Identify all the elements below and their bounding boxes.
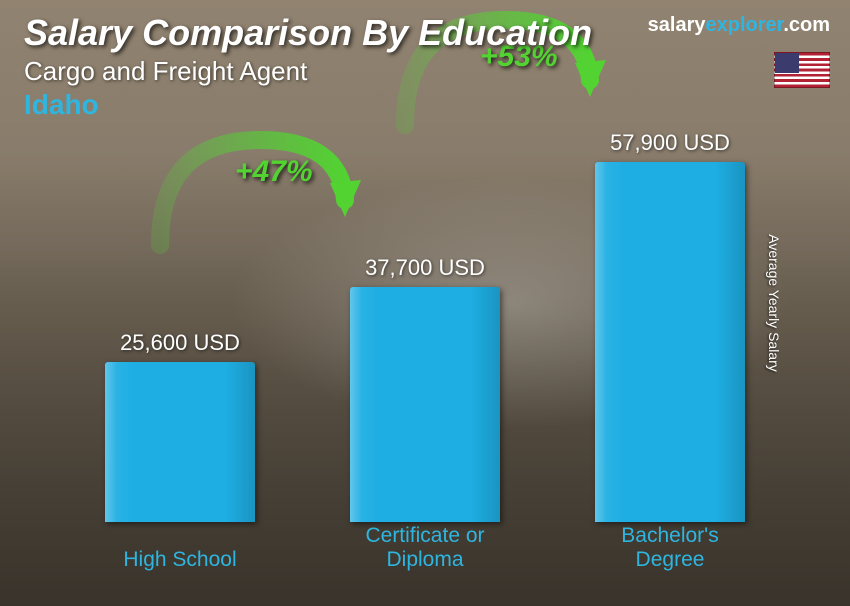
bar: 25,600 USDHigh School: [105, 362, 255, 522]
header: Salary Comparison By Education Cargo and…: [24, 12, 830, 121]
page-title: Salary Comparison By Education: [24, 12, 830, 54]
bar-label: High School: [70, 548, 290, 572]
bar-label: Certificate orDiploma: [315, 524, 535, 572]
bar-value: 25,600 USD: [60, 330, 300, 356]
bar: 37,700 USDCertificate orDiploma: [350, 287, 500, 522]
bar-label: Bachelor'sDegree: [560, 524, 780, 572]
increase-arrow: [145, 125, 365, 265]
page-location: Idaho: [24, 89, 830, 121]
page-subtitle: Cargo and Freight Agent: [24, 56, 830, 87]
bar: 57,900 USDBachelor'sDegree: [595, 162, 745, 522]
